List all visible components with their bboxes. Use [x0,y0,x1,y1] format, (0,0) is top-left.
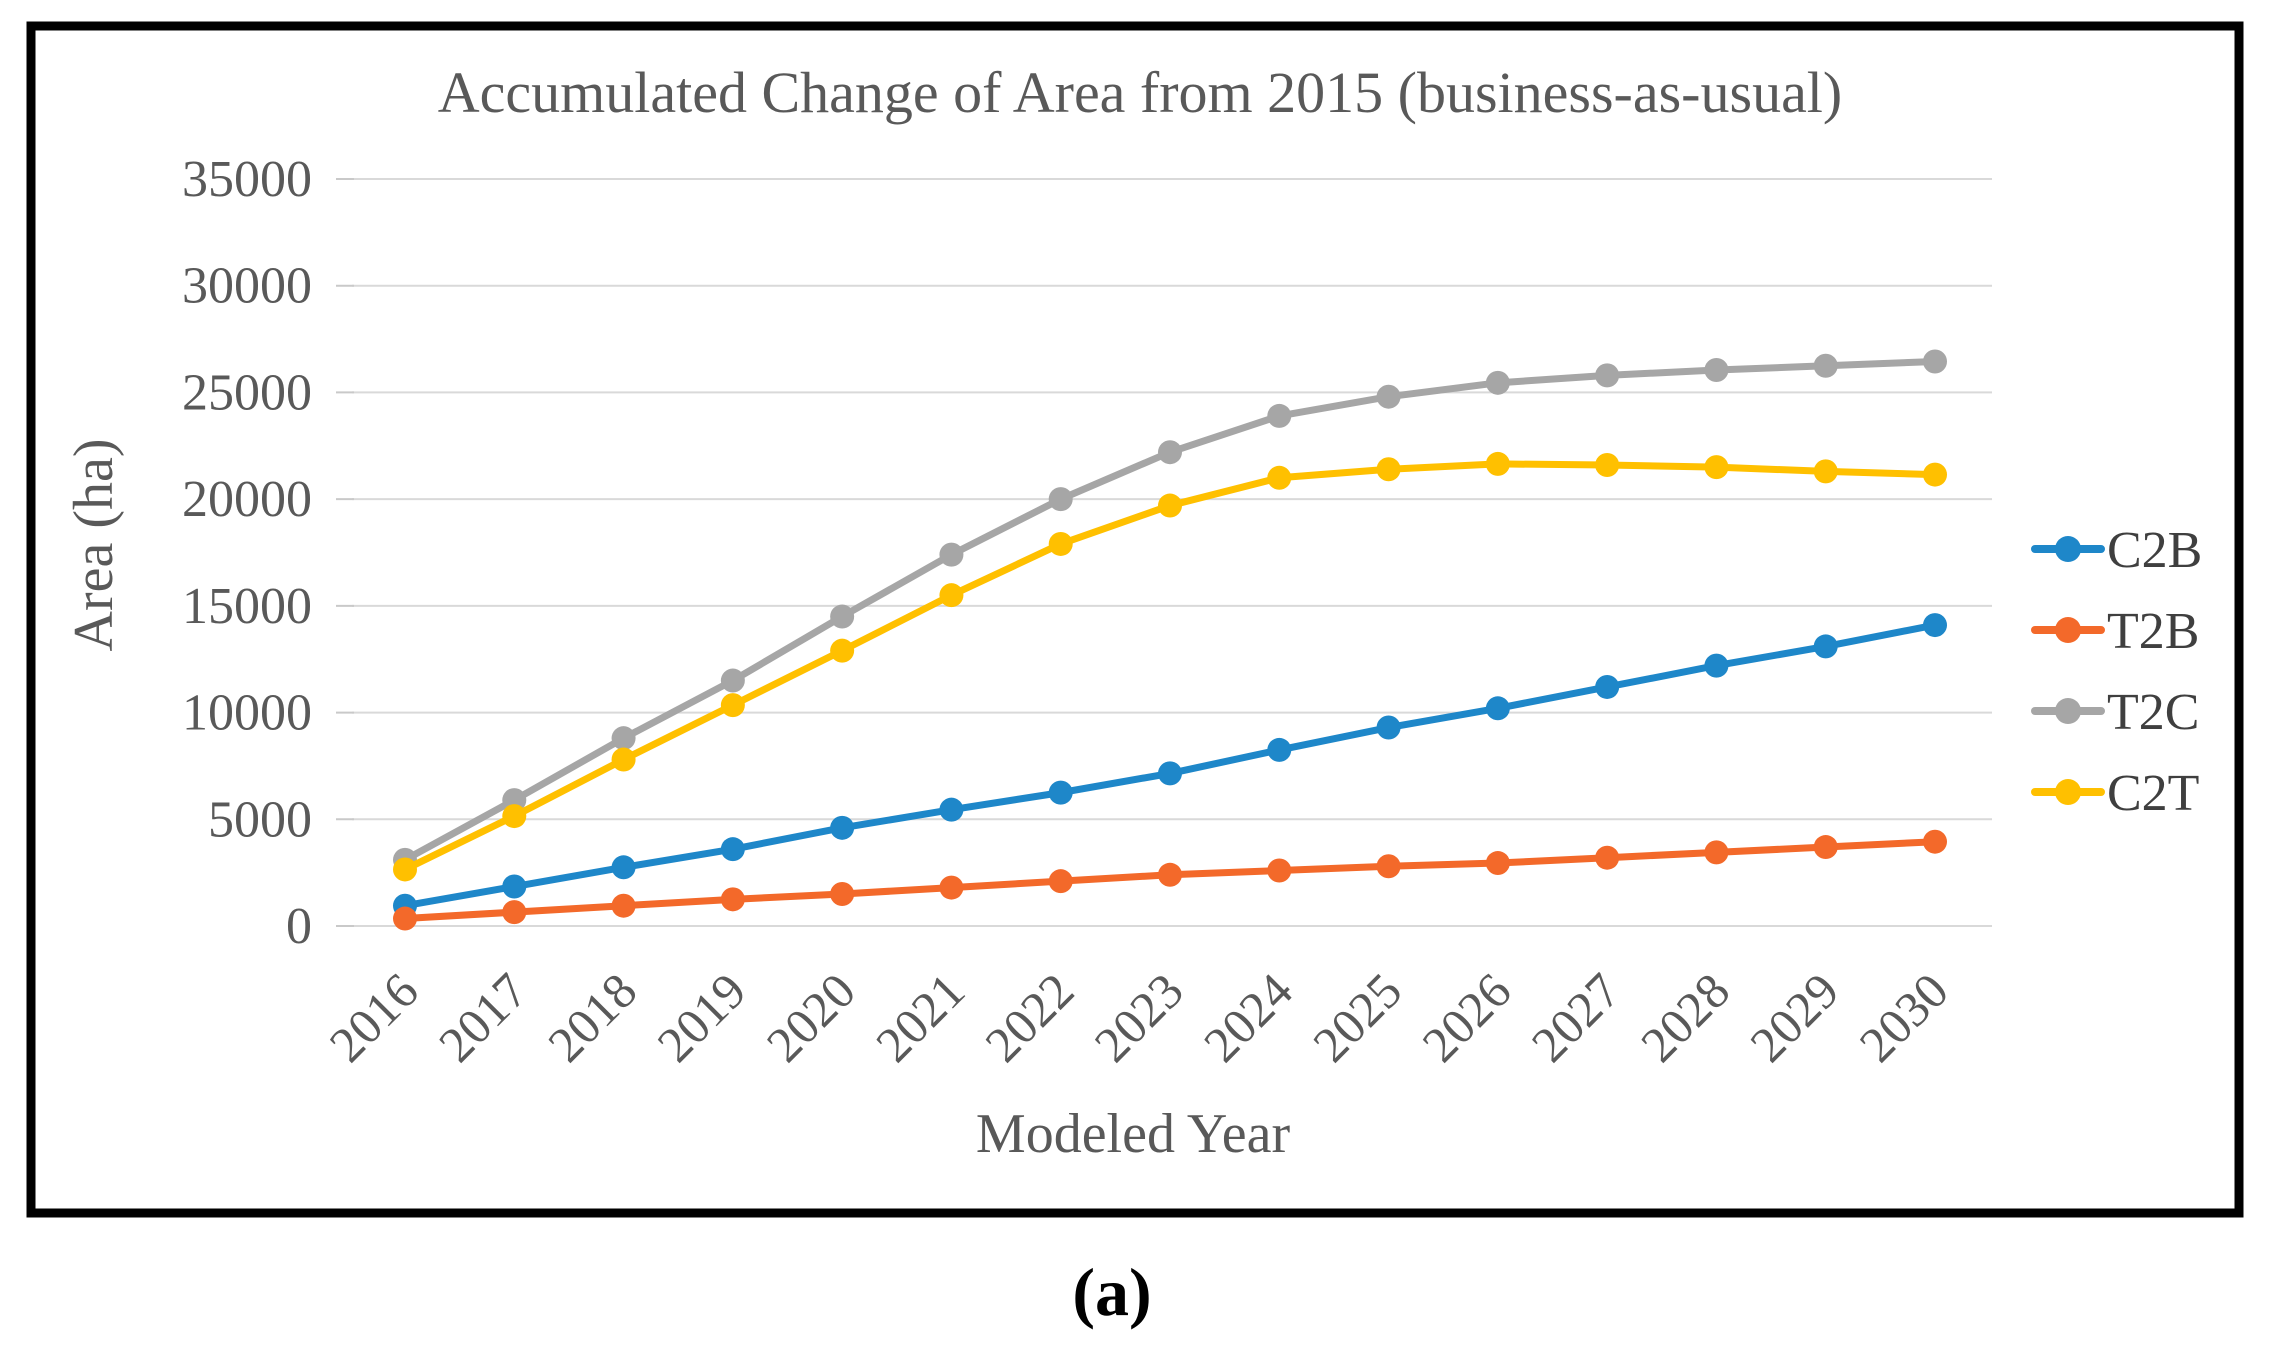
legend-item-C2T: C2T [2031,765,2199,822]
legend-item-C2B: C2B [2031,522,2202,579]
chart-frame [26,21,2244,1218]
series-marker-C2B [1923,613,1947,638]
y-tick-label: 25000 [182,364,312,421]
series-marker-C2B [1595,674,1620,699]
series-marker-T2C [611,726,636,751]
legend-label-T2B: T2B [2107,603,2199,660]
series-marker-C2B [1485,696,1510,721]
series-marker-T2B [611,893,636,918]
series-marker-C2T [939,583,964,608]
series-marker-C2T [1158,493,1182,518]
chart-title: Accumulated Change of Area from 2015 (bu… [438,60,1843,125]
series-marker-T2B [939,875,964,900]
series-marker-C2T [1485,451,1510,476]
legend-marker-dot-T2C [2055,698,2081,724]
series-marker-T2C [1376,384,1401,409]
series-marker-C2B [1158,761,1182,786]
legend-label-C2T: C2T [2107,765,2199,822]
series-marker-C2B [1048,780,1073,805]
series-marker-C2B [1704,653,1729,678]
series-marker-T2B [1048,869,1073,894]
series-C2T [393,451,1947,882]
legend-marker-dot-C2T [2055,779,2081,805]
legend-marker-dot-T2B [2055,617,2081,643]
series-marker-T2B [830,881,855,906]
series-marker-C2T [611,747,636,772]
series-marker-C2T [1376,457,1401,482]
y-tick-label: 10000 [182,685,312,742]
series-marker-C2B [1267,737,1292,762]
series-marker-C2T [393,857,417,882]
series-marker-C2B [939,797,964,822]
y-tick-label: 15000 [182,578,312,635]
series-marker-T2B [1485,851,1510,876]
series-marker-T2B [1267,858,1292,883]
legend: C2B T2B T2C C2T [2031,522,2202,822]
y-axis-ticks: 0 5000 10000 15000 20000 25000 30000 35000 [182,151,354,955]
series-marker-T2B [1376,854,1401,879]
series-marker-C2T [1704,455,1729,480]
y-tick-label: 0 [286,898,312,955]
series-marker-C2B [1813,634,1838,659]
series-marker-C2T [1267,465,1292,490]
y-tick-label: 35000 [182,151,312,208]
legend-marker-dot-C2B [2055,536,2081,562]
y-axis-title: Area (ha) [63,439,125,652]
series-marker-C2T [1595,452,1620,477]
series-marker-T2B [1595,845,1620,870]
series-marker-T2B [1923,829,1947,854]
series-marker-T2C [1158,440,1182,465]
series-marker-T2B [1704,840,1729,865]
legend-item-T2C: T2C [2031,684,2199,741]
series-marker-C2T [1048,531,1073,556]
series-marker-T2C [1595,363,1620,388]
series-marker-C2B [1376,715,1401,740]
x-axis-title: Modeled Year [976,1103,1291,1165]
y-tick-label: 30000 [182,258,312,315]
series-marker-T2B [502,900,527,925]
series-marker-T2C [1048,487,1073,512]
y-tick-label: 5000 [208,791,312,848]
series-marker-C2B [611,855,636,880]
series-marker-C2T [1813,459,1838,484]
series-marker-C2B [720,837,745,862]
legend-item-T2B: T2B [2031,603,2199,660]
series-marker-C2T [1923,462,1947,487]
series-marker-T2B [1158,862,1182,887]
series-marker-T2C [1485,370,1510,395]
series-layer [393,349,1947,931]
series-marker-T2C [939,542,964,567]
series-marker-T2B [393,906,417,931]
series-marker-T2B [1813,835,1838,860]
series-marker-C2T [720,693,745,718]
series-marker-T2C [1267,403,1292,428]
legend-label-C2B: C2B [2107,522,2202,579]
series-marker-C2T [502,804,527,829]
subfigure-caption: (a) [1072,1254,1151,1330]
series-T2B [393,829,1947,931]
series-marker-T2C [1923,349,1947,374]
series-marker-C2B [502,874,527,899]
y-tick-label: 20000 [182,471,312,528]
legend-label-T2C: T2C [2107,684,2199,741]
series-marker-T2C [830,604,855,629]
series-marker-C2B [830,815,855,840]
series-marker-C2T [830,638,855,663]
series-marker-T2C [1704,358,1729,383]
series-marker-T2C [1813,353,1838,378]
series-marker-T2C [720,668,745,693]
series-marker-T2B [720,887,745,912]
